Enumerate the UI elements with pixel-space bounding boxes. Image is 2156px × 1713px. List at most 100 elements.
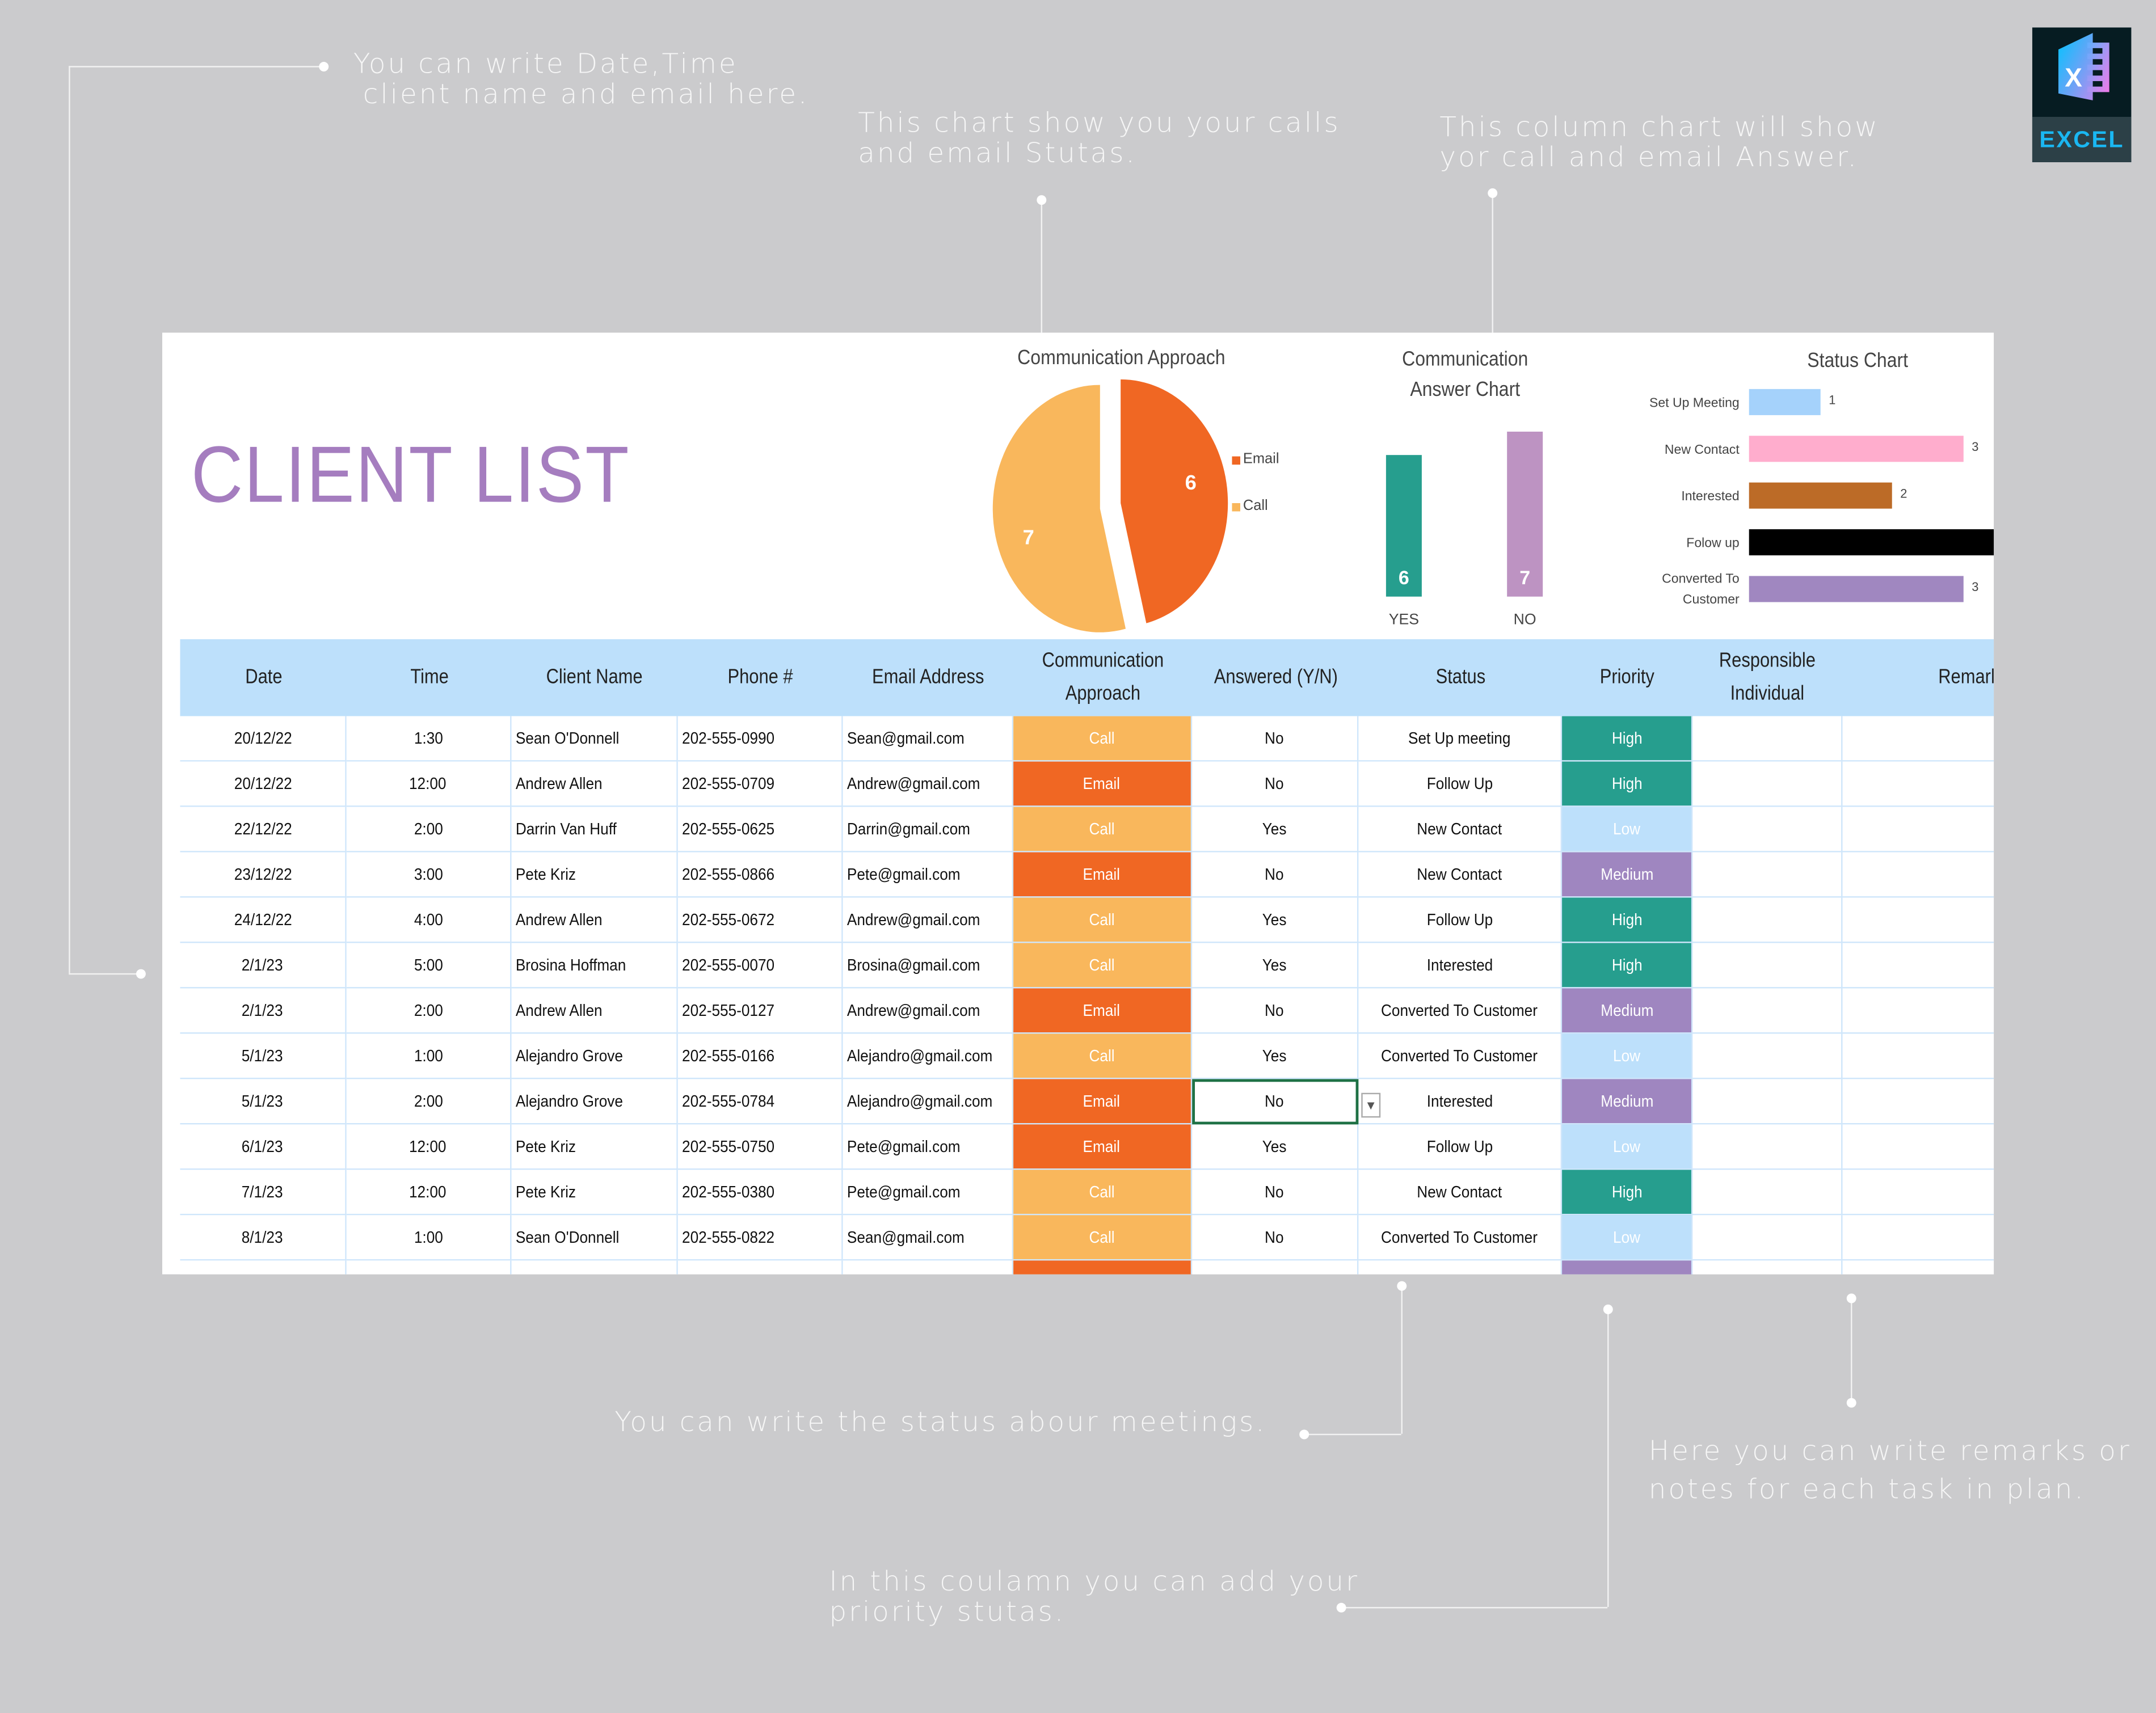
table-cell[interactable]: 1:30 bbox=[346, 716, 512, 762]
table-cell[interactable] bbox=[1842, 761, 1994, 807]
table-cell[interactable] bbox=[1692, 1124, 1843, 1170]
table-cell[interactable]: Sean O'Donnell bbox=[511, 1215, 678, 1261]
table-cell[interactable]: No bbox=[1192, 988, 1359, 1034]
column-header[interactable]: Client Name bbox=[512, 639, 678, 716]
table-cell[interactable]: Follow Up bbox=[1358, 1124, 1563, 1170]
table-cell[interactable]: Converted To Customer bbox=[1358, 988, 1563, 1034]
table-cell[interactable]: Yes bbox=[1192, 897, 1359, 943]
table-cell[interactable]: 202-555-0127 bbox=[677, 988, 843, 1034]
table-cell[interactable]: 24/12/22 bbox=[180, 897, 347, 943]
table-cell[interactable]: Pete@gmail.com bbox=[843, 1170, 1014, 1216]
table-cell[interactable]: Sean@gmail.com bbox=[843, 716, 1014, 762]
table-cell[interactable]: 202-555-0784 bbox=[677, 1079, 843, 1125]
table-cell[interactable]: Follow Up bbox=[1358, 897, 1563, 943]
table-cell[interactable]: Sean O'Donnell bbox=[511, 716, 678, 762]
table-cell[interactable]: High bbox=[1562, 761, 1693, 807]
table-cell[interactable] bbox=[1692, 1170, 1843, 1216]
column-header[interactable]: Email Address bbox=[843, 639, 1014, 716]
table-cell[interactable]: Andrew@gmail.com bbox=[843, 988, 1014, 1034]
table-cell[interactable]: 2:00 bbox=[346, 988, 512, 1034]
table-cell[interactable]: 5/1/23 bbox=[180, 1079, 347, 1125]
table-cell[interactable] bbox=[1692, 1079, 1843, 1125]
column-header[interactable]: Phone # bbox=[678, 639, 843, 716]
table-cell[interactable]: 2/1/23 bbox=[180, 988, 347, 1034]
table-cell[interactable] bbox=[1842, 943, 1994, 989]
table-cell[interactable]: Yes bbox=[1192, 1033, 1359, 1079]
table-cell[interactable]: Follow Up bbox=[1358, 761, 1563, 807]
table-cell[interactable]: High bbox=[1562, 1170, 1693, 1216]
table-cell[interactable]: New Contact bbox=[1358, 807, 1563, 853]
table-cell[interactable]: 202-555-0672 bbox=[677, 897, 843, 943]
table-cell[interactable]: Call bbox=[1013, 716, 1193, 762]
table-cell[interactable] bbox=[1692, 943, 1843, 989]
table-cell[interactable]: Converted To Customer bbox=[1358, 1033, 1563, 1079]
table-cell[interactable] bbox=[1842, 1170, 1994, 1216]
table-cell[interactable]: Alejandro@gmail.com bbox=[843, 1033, 1014, 1079]
table-cell[interactable]: Call bbox=[1013, 1215, 1193, 1261]
table-cell[interactable] bbox=[1192, 1260, 1359, 1275]
table-cell[interactable]: 12:00 bbox=[346, 1170, 512, 1216]
table-cell[interactable]: Yes bbox=[1192, 943, 1359, 989]
table-cell[interactable]: Yes bbox=[1192, 1124, 1359, 1170]
table-cell[interactable]: 8/1/23 bbox=[180, 1215, 347, 1261]
table-cell[interactable]: No bbox=[1192, 761, 1359, 807]
table-cell[interactable]: 20/12/22 bbox=[180, 716, 347, 762]
dropdown-arrow-button[interactable]: ▼ bbox=[1361, 1092, 1381, 1118]
table-cell[interactable] bbox=[1692, 807, 1843, 853]
table-cell[interactable]: Alejandro@gmail.com bbox=[843, 1079, 1014, 1125]
table-cell[interactable]: Set Up meeting bbox=[1358, 716, 1563, 762]
table-cell[interactable]: Andrew Allen bbox=[511, 897, 678, 943]
table-cell[interactable]: Pete Kriz bbox=[511, 1170, 678, 1216]
table-cell[interactable]: Call bbox=[1013, 807, 1193, 853]
table-cell[interactable]: Medium bbox=[1562, 988, 1693, 1034]
table-cell[interactable]: Yes bbox=[1192, 807, 1359, 853]
column-header[interactable]: Remarl bbox=[1842, 639, 1994, 716]
table-cell[interactable] bbox=[1692, 761, 1843, 807]
table-cell[interactable]: Medium bbox=[1562, 852, 1693, 898]
table-cell[interactable]: 12:00 bbox=[346, 1124, 512, 1170]
column-header[interactable]: Responsible Individual bbox=[1692, 639, 1842, 716]
table-cell[interactable]: Medium bbox=[1562, 1079, 1693, 1125]
table-cell[interactable]: 2:00 bbox=[346, 1079, 512, 1125]
table-cell[interactable]: High bbox=[1562, 943, 1693, 989]
column-header[interactable]: Answered (Y/N) bbox=[1192, 639, 1358, 716]
table-cell[interactable] bbox=[1692, 988, 1843, 1034]
table-cell[interactable]: 20/12/22 bbox=[180, 761, 347, 807]
table-cell[interactable]: Call bbox=[1013, 943, 1193, 989]
table-cell[interactable]: Email bbox=[1013, 761, 1193, 807]
table-cell[interactable]: New Contact bbox=[1358, 1170, 1563, 1216]
table-cell[interactable] bbox=[1842, 1124, 1994, 1170]
table-cell[interactable] bbox=[1842, 988, 1994, 1034]
table-cell[interactable]: High bbox=[1562, 716, 1693, 762]
table-cell[interactable]: 5/1/23 bbox=[180, 1033, 347, 1079]
table-cell[interactable]: 2:00 bbox=[346, 807, 512, 853]
table-cell[interactable]: 202-555-0709 bbox=[677, 761, 843, 807]
table-cell[interactable]: 3:00 bbox=[346, 852, 512, 898]
column-header[interactable]: Time bbox=[347, 639, 512, 716]
table-cell[interactable]: Andrew@gmail.com bbox=[843, 761, 1014, 807]
table-cell[interactable]: 22/12/22 bbox=[180, 807, 347, 853]
table-cell[interactable] bbox=[1692, 1033, 1843, 1079]
table-cell[interactable]: 202-555-0380 bbox=[677, 1170, 843, 1216]
table-cell[interactable]: Interested bbox=[1358, 943, 1563, 989]
table-cell[interactable] bbox=[1842, 807, 1994, 853]
table-cell[interactable]: 6/1/23 bbox=[180, 1124, 347, 1170]
table-cell[interactable] bbox=[346, 1260, 512, 1275]
table-cell[interactable] bbox=[1013, 1260, 1193, 1275]
table-cell[interactable] bbox=[1692, 852, 1843, 898]
table-cell[interactable]: Email bbox=[1013, 852, 1193, 898]
table-cell[interactable]: 7/1/23 bbox=[180, 1170, 347, 1216]
table-cell[interactable] bbox=[1842, 1033, 1994, 1079]
table-cell[interactable]: Email bbox=[1013, 1124, 1193, 1170]
table-cell[interactable]: 12:00 bbox=[346, 761, 512, 807]
table-cell[interactable]: Low bbox=[1562, 1033, 1693, 1079]
column-header[interactable]: Status bbox=[1358, 639, 1562, 716]
table-cell[interactable] bbox=[1562, 1260, 1693, 1275]
table-cell[interactable]: Low bbox=[1562, 1124, 1693, 1170]
column-header[interactable]: Date bbox=[180, 639, 346, 716]
table-cell[interactable]: 202-555-0070 bbox=[677, 943, 843, 989]
table-cell[interactable]: Email bbox=[1013, 988, 1193, 1034]
table-cell[interactable]: Call bbox=[1013, 897, 1193, 943]
table-cell[interactable]: Converted To Customer bbox=[1358, 1215, 1563, 1261]
table-cell[interactable]: 202-555-0866 bbox=[677, 852, 843, 898]
